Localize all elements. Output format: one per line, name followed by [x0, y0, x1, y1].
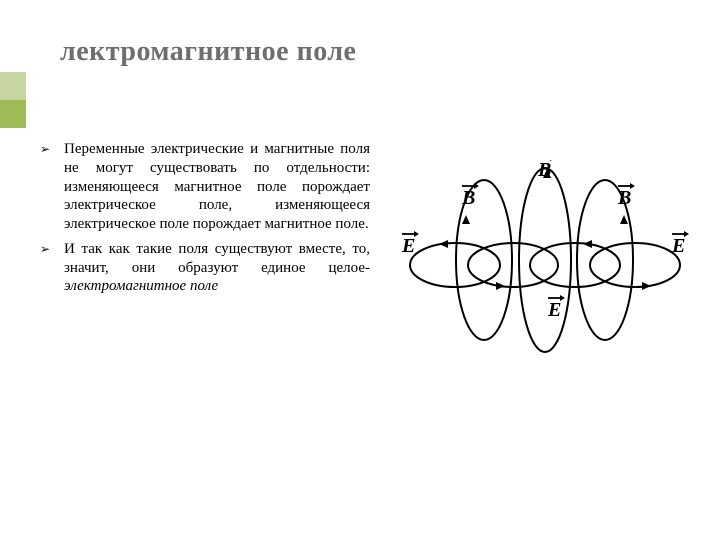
page-title: лектромагнитное поле — [60, 36, 356, 68]
text-content: Переменные электрические и магнитные пол… — [40, 140, 370, 302]
svg-text:E: E — [671, 235, 685, 257]
svg-text:E: E — [547, 299, 561, 321]
accent-top — [0, 72, 26, 100]
list-item: Переменные электрические и магнитные пол… — [40, 140, 370, 234]
bullet-text: Переменные электрические и магнитные пол… — [64, 141, 370, 232]
svg-text:E: E — [401, 235, 415, 257]
bullet-text: И так как такие поля существуют вместе, … — [64, 241, 370, 276]
accent-block — [0, 72, 26, 128]
bullet-list: Переменные электрические и магнитные пол… — [40, 140, 370, 296]
diagram-svg: B B B E E E — [400, 160, 690, 360]
svg-text:B: B — [617, 187, 631, 209]
list-item: И так как такие поля существуют вместе, … — [40, 240, 370, 296]
svg-text:B: B — [461, 187, 475, 209]
slide: лектромагнитное поле Переменные электрич… — [0, 0, 720, 540]
title-bar: лектромагнитное поле — [0, 36, 720, 68]
em-field-diagram: B B B E E E — [400, 160, 690, 360]
svg-text:B: B — [537, 160, 551, 181]
accent-bottom — [0, 100, 26, 128]
emphasized-term: электромагнитное поле — [64, 278, 218, 294]
